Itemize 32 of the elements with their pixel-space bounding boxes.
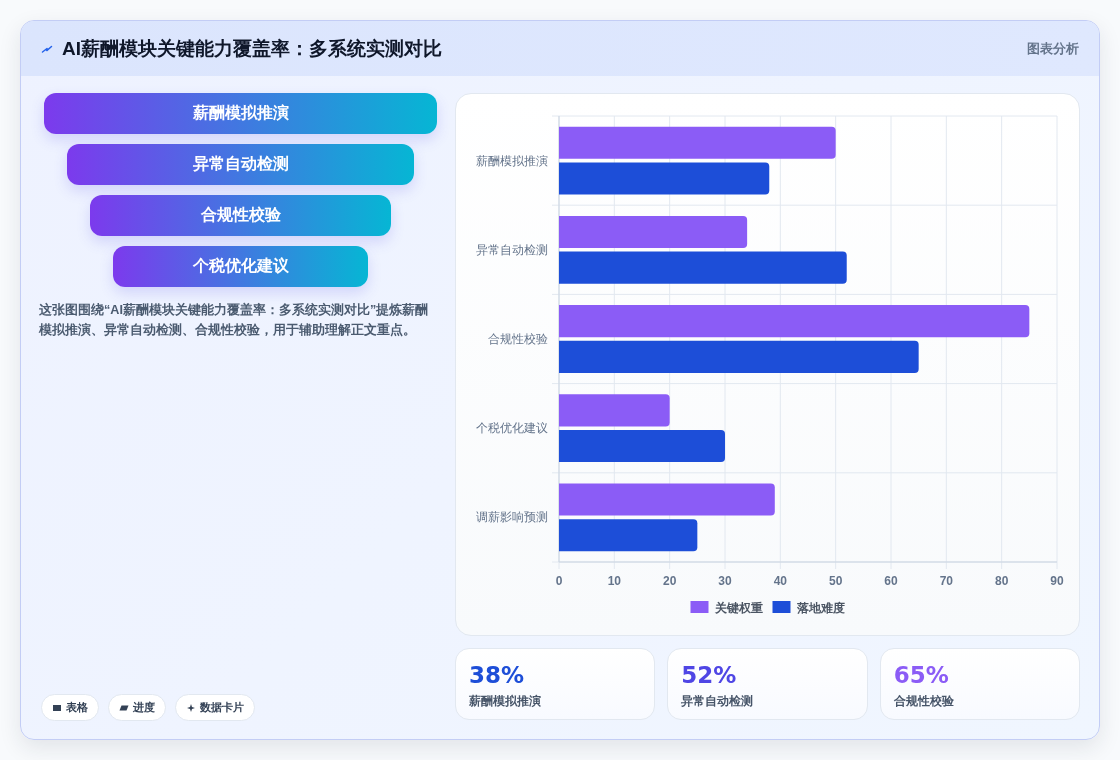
x-tick-label: 70 — [939, 574, 954, 588]
y-tick-label: 个税优化建议 — [476, 421, 548, 436]
text: 数据卡片 — [200, 700, 244, 715]
legend-label: 关键权重 — [713, 600, 763, 615]
x-tick-label: 60 — [884, 574, 898, 588]
legend-label: 落地难度 — [795, 600, 845, 615]
x-tick-label: 80 — [994, 574, 1009, 588]
x-tick-label: 40 — [773, 574, 788, 588]
category-label: 个税优化建议 — [113, 246, 368, 287]
category-label: 异常自动检测 — [67, 144, 414, 185]
x-tick-label: 20 — [662, 574, 677, 588]
category-label: 合规性校验 — [893, 693, 954, 709]
category-label: 合规性校验 — [90, 195, 391, 236]
text: 表格 — [66, 700, 88, 715]
text: 38% — [469, 662, 525, 688]
x-tick-label: 0 — [555, 574, 563, 588]
x-tick-label: 90 — [1050, 574, 1064, 588]
y-tick-label: 调薪影响预测 — [476, 510, 548, 525]
text: 进度 — [133, 700, 155, 715]
x-tick-label: 50 — [828, 574, 843, 588]
text: 52% — [681, 662, 737, 688]
x-tick-label: 30 — [718, 574, 732, 588]
text: 图表分析 — [1027, 41, 1079, 58]
text: 这张图围绕“AI薪酬模块关键能力覆盖率：多系统实测对比”提炼薪酬模拟推演、异常自动检测、合规性校验，用于辅助理解正文重点。 — [39, 301, 430, 339]
category-label: 异常自动检测 — [681, 693, 754, 709]
y-tick-label: 异常自动检测 — [476, 242, 548, 257]
y-tick-label: 薪酬模拟推演 — [476, 153, 548, 168]
x-tick-label: 10 — [607, 574, 622, 588]
text: 65% — [893, 662, 949, 688]
text: AI薪酬模块关键能力覆盖率：多系统实测对比 — [62, 37, 442, 61]
y-tick-label: 合规性校验 — [488, 332, 548, 346]
category-label: 薪酬模拟推演 — [44, 93, 437, 134]
